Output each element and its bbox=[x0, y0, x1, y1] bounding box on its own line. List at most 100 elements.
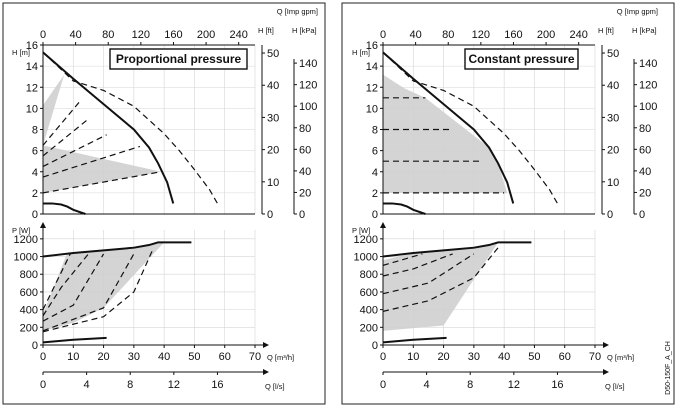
lower-operating-region bbox=[43, 242, 165, 331]
upper-ytick-label: 6 bbox=[32, 146, 38, 158]
upper-ytick-label: 14 bbox=[26, 61, 38, 73]
upper-series-1 bbox=[42, 51, 220, 206]
upper-ytick-label: 2 bbox=[372, 188, 378, 200]
lower-series-5 bbox=[42, 250, 153, 333]
upper-ytick-label: 16 bbox=[26, 40, 38, 52]
lower-series-2 bbox=[42, 253, 89, 317]
ls-tick-label: 12 bbox=[508, 379, 520, 391]
lower-ytick-label: 200 bbox=[20, 322, 38, 334]
upper-series-5 bbox=[42, 134, 107, 168]
kpa-tick-label: 80 bbox=[299, 123, 311, 135]
ls-tick-label: 16 bbox=[211, 379, 223, 391]
lower-xtick-label: 70 bbox=[589, 351, 601, 363]
upper-series-1 bbox=[382, 51, 560, 206]
upper-ytick-label: 4 bbox=[372, 167, 378, 179]
lower-series-0 bbox=[382, 241, 532, 258]
lower-xtick-label: 50 bbox=[188, 351, 200, 363]
upper-series-2 bbox=[383, 202, 426, 215]
upper-top-tick-label: 40 bbox=[69, 29, 81, 41]
upper-ytick-label: 2 bbox=[32, 188, 38, 200]
kpa-tick-label: 20 bbox=[639, 187, 651, 199]
upper-ytick-label: 12 bbox=[26, 82, 38, 94]
lower-xtick-label: 0 bbox=[380, 351, 386, 363]
lower-xtick-label: 20 bbox=[97, 351, 109, 363]
lower-xtick-label: 20 bbox=[437, 351, 449, 363]
ft-tick-label: 40 bbox=[607, 80, 619, 92]
lower-ytick-label: 800 bbox=[360, 269, 378, 281]
lower-xlabel: Q [m³/h] bbox=[607, 353, 634, 362]
kpa-tick-label: 140 bbox=[299, 58, 317, 70]
ft-tick-label: 50 bbox=[607, 48, 619, 60]
lower-xtick-label: 30 bbox=[468, 351, 480, 363]
upper-ytick-label: 16 bbox=[366, 40, 378, 52]
kpa-tick-label: 60 bbox=[299, 144, 311, 156]
chart-title-box bbox=[464, 48, 579, 70]
upper-operating-region bbox=[383, 74, 508, 193]
lower-xtick-label: 70 bbox=[249, 351, 261, 363]
upper-top-tick-label: 240 bbox=[570, 29, 588, 41]
upper-top-tick-label: 40 bbox=[409, 29, 421, 41]
kpa-axis-label: H [kPa] bbox=[632, 26, 657, 35]
upper-top-xlabel: Q [Imp gpm] bbox=[277, 7, 318, 16]
kpa-axis-label: H [kPa] bbox=[292, 26, 317, 35]
lower-xtick-label: 40 bbox=[498, 351, 510, 363]
upper-series-0 bbox=[42, 51, 175, 204]
ft-tick-label: 30 bbox=[267, 112, 279, 124]
upper-ytick-label: 0 bbox=[372, 209, 378, 221]
lower-ylabel: P [W] bbox=[352, 226, 370, 235]
lower-series-3 bbox=[42, 253, 105, 322]
upper-operating-region bbox=[43, 74, 162, 193]
lower-xtick-label: 10 bbox=[407, 351, 419, 363]
lower-xtick-label: 0 bbox=[40, 351, 46, 363]
panel-frame bbox=[2, 2, 326, 405]
kpa-tick-label: 60 bbox=[639, 144, 651, 156]
lower-xtick-label: 60 bbox=[559, 351, 571, 363]
upper-series-0 bbox=[382, 51, 515, 204]
lower-xtick-label: 10 bbox=[67, 351, 79, 363]
lower-ytick-label: 1200 bbox=[14, 234, 38, 246]
upper-top-tick-label: 80 bbox=[102, 29, 114, 41]
lower-ytick-label: 600 bbox=[360, 287, 378, 299]
lower-series-1 bbox=[382, 253, 423, 266]
upper-top-tick-label: 0 bbox=[40, 29, 46, 41]
ft-tick-label: 0 bbox=[607, 209, 613, 221]
lower-ytick-label: 600 bbox=[20, 287, 38, 299]
upper-top-tick-label: 160 bbox=[164, 29, 182, 41]
ls-xlabel: Q [l/s] bbox=[265, 382, 285, 391]
lower-series-2 bbox=[382, 253, 453, 277]
lower-xtick-label: 40 bbox=[158, 351, 170, 363]
kpa-tick-label: 40 bbox=[639, 166, 651, 178]
ls-tick-label: 4 bbox=[84, 379, 90, 391]
lower-xtick-label: 60 bbox=[219, 351, 231, 363]
lower-ytick-label: 1200 bbox=[354, 234, 378, 246]
upper-top-xlabel: Q [Imp gpm] bbox=[617, 7, 658, 16]
lower-series-6 bbox=[42, 336, 107, 344]
upper-ytick-label: 14 bbox=[366, 61, 378, 73]
kpa-tick-label: 0 bbox=[639, 209, 645, 221]
lower-xlabel: Q [m³/h] bbox=[267, 353, 294, 362]
kpa-tick-label: 80 bbox=[639, 123, 651, 135]
ft-tick-label: 20 bbox=[607, 145, 619, 157]
kpa-tick-label: 120 bbox=[299, 80, 317, 92]
upper-top-tick-label: 80 bbox=[442, 29, 454, 41]
lower-xtick-label: 50 bbox=[528, 351, 540, 363]
lower-series-4 bbox=[382, 247, 499, 312]
panel-frame bbox=[341, 2, 675, 405]
chart-title: Proportional pressure bbox=[116, 52, 242, 66]
ft-tick-label: 10 bbox=[267, 177, 279, 189]
lower-ytick-label: 800 bbox=[20, 269, 38, 281]
upper-top-tick-label: 120 bbox=[132, 29, 150, 41]
lower-ytick-label: 0 bbox=[372, 340, 378, 352]
kpa-tick-label: 20 bbox=[299, 187, 311, 199]
lower-ylabel: P [W] bbox=[12, 226, 30, 235]
ls-tick-label: 8 bbox=[127, 379, 133, 391]
lower-ytick-label: 0 bbox=[32, 340, 38, 352]
kpa-tick-label: 100 bbox=[299, 101, 317, 113]
ft-tick-label: 20 bbox=[267, 145, 279, 157]
ft-axis-label: H [ft] bbox=[258, 26, 274, 35]
ls-tick-label: 12 bbox=[168, 379, 180, 391]
upper-series-2 bbox=[43, 202, 86, 215]
